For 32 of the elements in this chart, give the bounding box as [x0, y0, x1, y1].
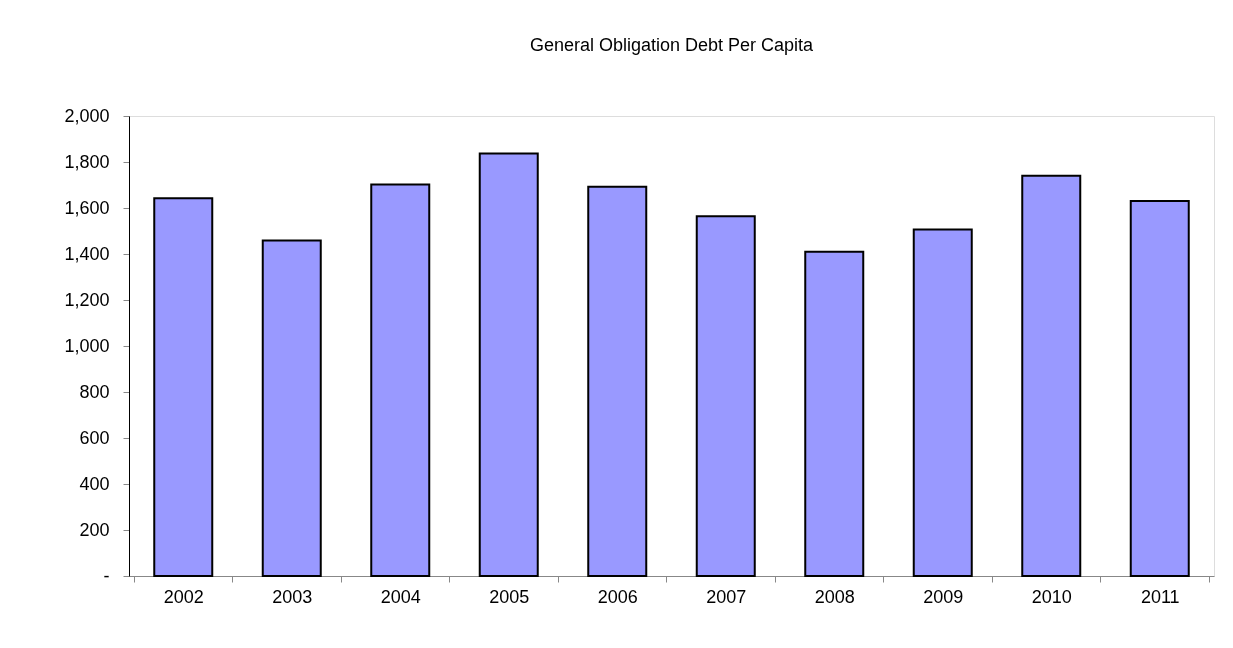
x-tick-label: 2010 [1031, 586, 1072, 607]
bar [587, 185, 648, 577]
y-tick-label: 2,000 [64, 105, 110, 126]
y-tick-label: 1,400 [64, 243, 110, 264]
x-tick-label: 2009 [923, 586, 964, 607]
y-tick-label: 600 [79, 427, 110, 448]
bar [261, 239, 322, 577]
x-tick-label: 2008 [814, 586, 855, 607]
bar [695, 215, 756, 577]
bar [153, 197, 214, 577]
y-tick-label: 800 [79, 381, 110, 402]
x-tick-label: 2002 [163, 586, 204, 607]
bar [1021, 174, 1082, 577]
bar [478, 152, 539, 577]
x-tick-label: 2003 [272, 586, 313, 607]
y-tick-label: 400 [79, 473, 110, 494]
x-tick-label: 2006 [597, 586, 638, 607]
x-tick-label: 2004 [380, 586, 421, 607]
y-tick-label: - [103, 565, 110, 586]
x-tick-label: 2011 [1140, 586, 1180, 607]
chart-title: General Obligation Debt Per Capita [529, 35, 815, 55]
y-tick-label: 1,800 [64, 151, 110, 172]
bar [804, 250, 865, 577]
y-tick-label: 200 [79, 519, 110, 540]
bar [1129, 200, 1190, 577]
bar [370, 183, 431, 577]
y-tick-label: 1,000 [64, 335, 110, 356]
x-tick-label: 2007 [706, 586, 747, 607]
y-tick-label: 1,200 [64, 289, 110, 310]
x-tick-label: 2005 [489, 586, 530, 607]
bar [912, 228, 973, 577]
y-tick-label: 1,600 [64, 197, 110, 218]
